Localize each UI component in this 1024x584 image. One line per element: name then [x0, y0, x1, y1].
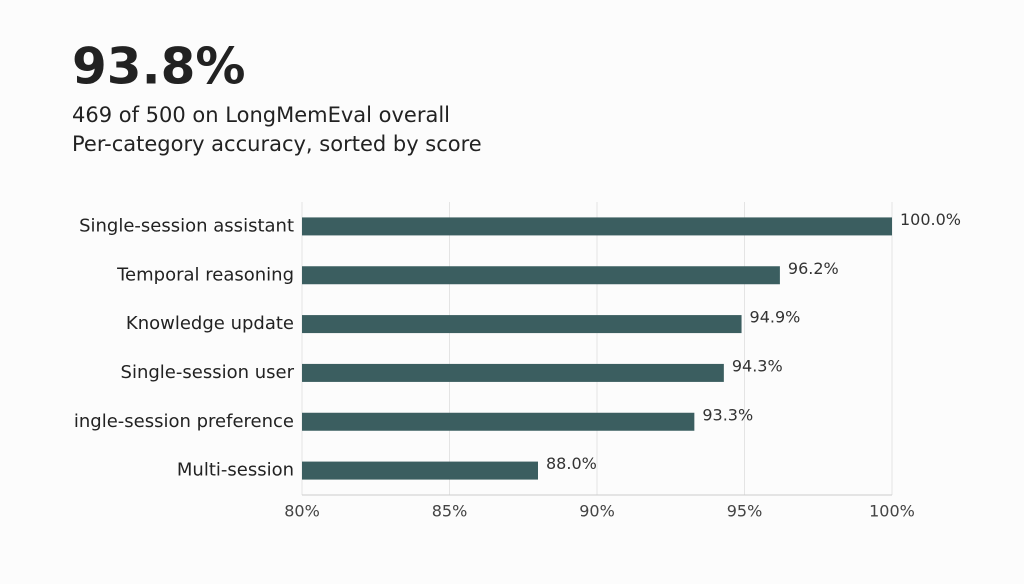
value-label: 100.0% — [900, 210, 961, 229]
bar — [302, 461, 538, 480]
bar — [302, 363, 724, 382]
value-label: 96.2% — [788, 259, 839, 278]
y-tick-label: ingle-session preference — [74, 411, 294, 432]
bar — [302, 266, 780, 285]
value-label: 94.9% — [750, 308, 801, 327]
chart-subtitle: Per-category accuracy, sorted by score — [72, 132, 482, 156]
y-tick-label: Single-session assistant — [79, 215, 294, 236]
value-label: 93.3% — [702, 405, 753, 424]
y-tick-label: Multi-session — [177, 460, 294, 481]
x-tick-label: 100% — [869, 502, 915, 521]
chart-title: 93.8% — [72, 38, 245, 96]
value-label: 94.3% — [732, 356, 783, 375]
value-label: 88.0% — [546, 454, 597, 473]
x-tick-label: 90% — [579, 502, 615, 521]
chart-subtitle: 469 of 500 on LongMemEval overall — [72, 103, 450, 127]
x-tick-label: 95% — [727, 502, 763, 521]
x-tick-label: 85% — [432, 502, 468, 521]
y-tick-label: Knowledge update — [126, 313, 294, 334]
y-tick-label: Single-session user — [121, 362, 295, 383]
bar — [302, 412, 695, 431]
bar — [302, 217, 892, 236]
y-tick-label: Temporal reasoning — [116, 264, 294, 285]
bar — [302, 315, 742, 334]
x-tick-label: 80% — [284, 502, 320, 521]
